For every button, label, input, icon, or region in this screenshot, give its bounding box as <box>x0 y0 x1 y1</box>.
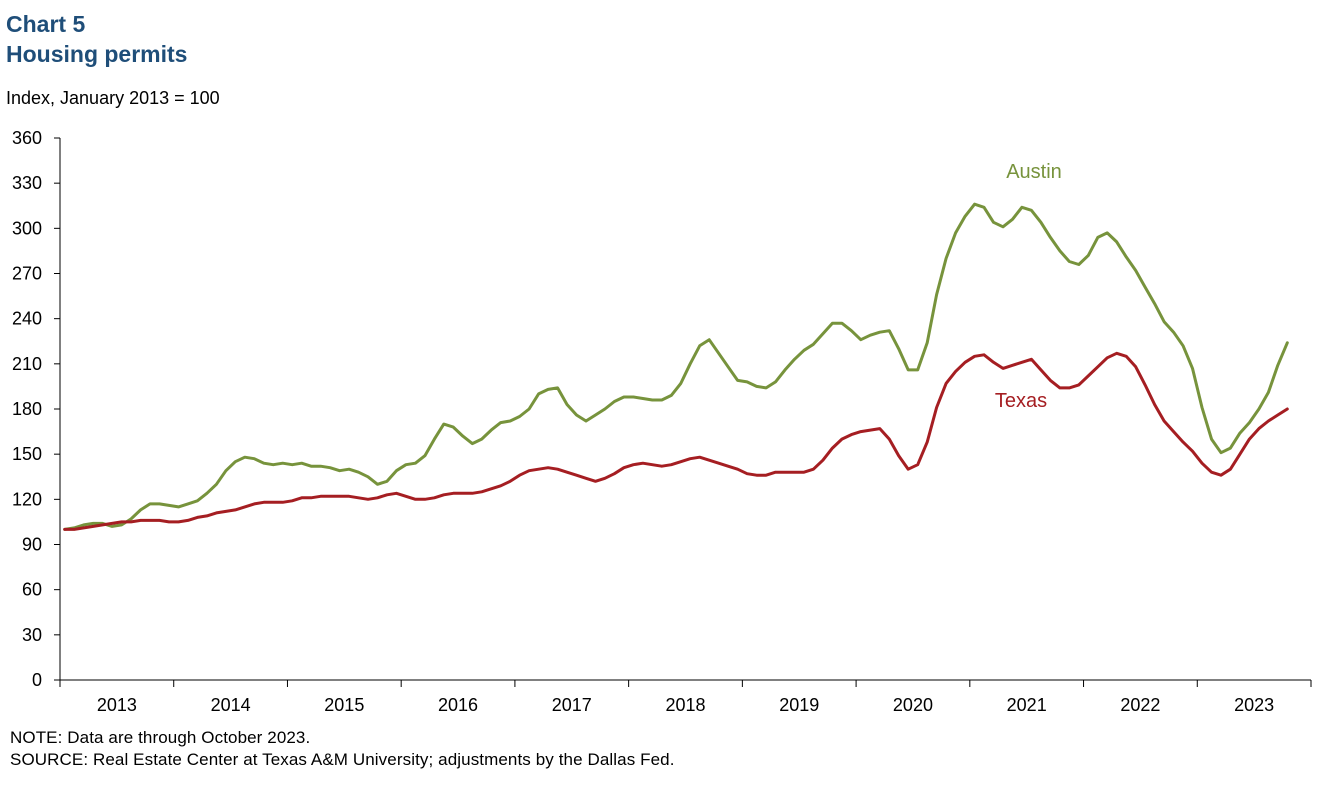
y-tick-label: 30 <box>22 625 42 645</box>
y-tick-label: 180 <box>12 399 42 419</box>
x-axis: 2013 2014 2015 2016 2017 2018 2019 2020 2021 2022… <box>59 679 1312 715</box>
y-tick-label: 330 <box>12 173 42 193</box>
x-tick-label: 2020 <box>893 695 933 715</box>
series-label-texas: Texas <box>995 390 1047 412</box>
x-tick-label: 2019 <box>779 695 819 715</box>
y-tick-label: 360 <box>12 128 42 148</box>
x-tick-label: 2023 <box>1234 695 1274 715</box>
y-tick-label: 60 <box>22 580 42 600</box>
series-lines <box>63 202 1289 531</box>
x-tick-label: 2018 <box>665 695 705 715</box>
x-tick-label: 2013 <box>97 695 137 715</box>
x-tick-label: 2017 <box>552 695 592 715</box>
chart-subtitle: Housing permits <box>6 41 188 67</box>
y-tick-label: 270 <box>12 264 42 284</box>
chart-title: Chart 5 <box>6 11 86 37</box>
x-tick-label: 2015 <box>324 695 364 715</box>
note-text: NOTE: Data are through October 2023. <box>10 728 311 747</box>
series-line-austin <box>63 202 1289 531</box>
x-tick-label: 2014 <box>211 695 251 715</box>
y-tick-label: 300 <box>12 218 42 238</box>
y-tick-label: 120 <box>12 489 42 509</box>
y-tick-label: 150 <box>12 444 42 464</box>
series-line-texas <box>63 351 1289 531</box>
source-text: SOURCE: Real Estate Center at Texas A&M … <box>10 750 675 769</box>
y-axis-label: Index, January 2013 = 100 <box>6 88 220 108</box>
x-tick-label: 2022 <box>1120 695 1160 715</box>
series-labels: Austin Texas <box>995 161 1062 412</box>
y-tick-label: 0 <box>32 670 42 690</box>
y-tick-label: 90 <box>22 535 42 555</box>
y-axis: 0 30 60 90 120 150 180 210 240 270 300 330 360 <box>12 128 61 690</box>
y-tick-label: 210 <box>12 354 42 374</box>
x-tick-label: 2021 <box>1007 695 1047 715</box>
series-label-austin: Austin <box>1006 161 1062 183</box>
y-tick-label: 240 <box>12 309 42 329</box>
x-tick-label: 2016 <box>438 695 478 715</box>
